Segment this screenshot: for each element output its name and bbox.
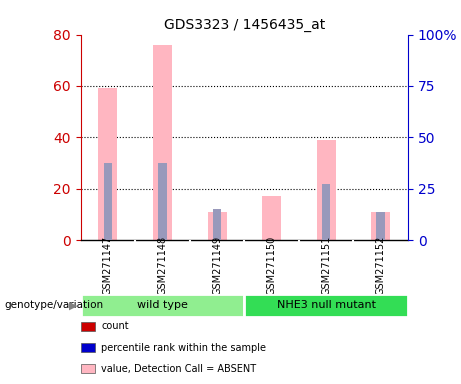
Bar: [207, 212, 227, 240]
Text: GSM271151: GSM271151: [321, 235, 331, 295]
Bar: [244, 294, 408, 317]
Bar: [213, 209, 221, 240]
Bar: [262, 196, 281, 240]
Text: genotype/variation: genotype/variation: [5, 300, 104, 310]
Bar: [377, 212, 385, 240]
Text: NHE3 null mutant: NHE3 null mutant: [277, 300, 376, 310]
Text: value, Detection Call = ABSENT: value, Detection Call = ABSENT: [101, 364, 256, 374]
Text: GSM271150: GSM271150: [266, 235, 277, 295]
Bar: [317, 140, 336, 240]
Text: percentile rank within the sample: percentile rank within the sample: [101, 343, 266, 353]
Bar: [322, 184, 331, 240]
Text: GSM271148: GSM271148: [158, 235, 167, 295]
Text: count: count: [101, 321, 129, 331]
Text: ▶: ▶: [69, 300, 77, 310]
Text: wild type: wild type: [137, 300, 188, 310]
Bar: [98, 88, 118, 240]
Bar: [104, 163, 112, 240]
Bar: [153, 45, 172, 240]
Title: GDS3323 / 1456435_at: GDS3323 / 1456435_at: [164, 18, 325, 32]
Bar: [158, 163, 167, 240]
Text: GSM271147: GSM271147: [103, 235, 113, 295]
Bar: [81, 294, 244, 317]
Bar: [371, 212, 390, 240]
Text: GSM271152: GSM271152: [376, 235, 386, 295]
Text: GSM271149: GSM271149: [212, 235, 222, 295]
